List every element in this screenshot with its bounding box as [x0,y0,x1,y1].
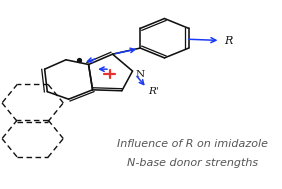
Text: R: R [224,36,233,46]
Text: Influence of R on imidazole: Influence of R on imidazole [117,139,268,149]
Text: R': R' [149,87,159,96]
Text: N-base donor strengths: N-base donor strengths [127,158,258,168]
Text: N: N [135,70,144,79]
